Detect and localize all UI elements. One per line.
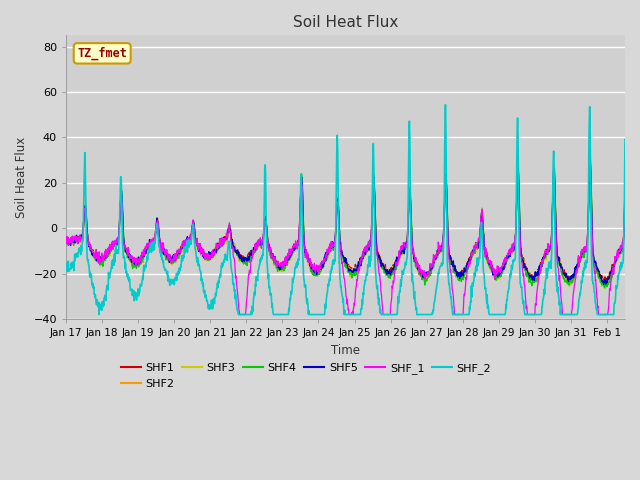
Line: SHF3: SHF3 [66, 156, 625, 288]
SHF5 [74, 237, 81, 242]
SHF3 [562, 279, 570, 285]
SHF4 [321, 256, 328, 262]
SHF_2 [388, 312, 396, 317]
Legend: SHF1, SHF2, SHF3, SHF4, SHF5, SHF_1, SHF_2: SHF1, SHF2, SHF3, SHF4, SHF5, SHF_1, SHF… [116, 359, 495, 393]
SHF3 [321, 255, 328, 261]
SHF2 [562, 275, 570, 281]
SHF1 [411, 255, 419, 261]
SHF4 [62, 238, 70, 244]
SHF1 [621, 187, 629, 192]
SHF3 [127, 258, 134, 264]
SHF_2 [442, 102, 449, 108]
SHF2 [621, 192, 629, 197]
Line: SHF_1: SHF_1 [66, 156, 625, 314]
SHF3 [411, 258, 419, 264]
Line: SHF_2: SHF_2 [66, 105, 625, 314]
SHF_1 [388, 283, 396, 288]
SHF1 [62, 240, 70, 245]
SHF3 [586, 153, 594, 159]
SHF_1 [412, 258, 419, 264]
SHF4 [562, 278, 570, 284]
SHF5 [127, 257, 134, 263]
SHF3 [62, 238, 70, 243]
SHF4 [621, 190, 629, 196]
SHF_2 [412, 301, 419, 307]
SHF2 [586, 158, 594, 164]
SHF2 [127, 254, 134, 260]
SHF_2 [127, 287, 135, 292]
SHF_2 [95, 312, 103, 317]
SHF_2 [74, 254, 81, 260]
SHF5 [411, 256, 419, 262]
SHF_1 [74, 241, 81, 247]
Line: SHF4: SHF4 [66, 151, 625, 288]
SHF2 [62, 237, 70, 242]
SHF5 [62, 235, 70, 241]
SHF2 [388, 267, 396, 273]
SHF3 [621, 193, 629, 199]
SHF5 [388, 269, 396, 275]
SHF4 [388, 271, 396, 276]
SHF1 [388, 267, 396, 273]
SHF2 [602, 283, 610, 288]
SHF2 [321, 258, 328, 264]
SHF1 [603, 279, 611, 285]
SHF_1 [62, 240, 70, 245]
SHF5 [321, 254, 328, 260]
SHF2 [74, 237, 81, 242]
SHF5 [562, 273, 570, 278]
SHF3 [601, 286, 609, 291]
SHF5 [621, 187, 629, 192]
SHF1 [321, 256, 328, 262]
SHF4 [586, 148, 594, 154]
SHF1 [74, 240, 81, 246]
SHF3 [74, 237, 81, 242]
Y-axis label: Soil Heat Flux: Soil Heat Flux [15, 137, 28, 218]
Title: Soil Heat Flux: Soil Heat Flux [293, 15, 398, 30]
SHF3 [388, 270, 396, 276]
SHF_1 [321, 259, 329, 265]
SHF_2 [321, 309, 329, 315]
SHF1 [586, 153, 594, 159]
Line: SHF2: SHF2 [66, 161, 625, 286]
SHF_2 [62, 264, 70, 270]
SHF1 [562, 273, 570, 279]
SHF_1 [586, 153, 594, 158]
SHF2 [411, 258, 419, 264]
SHF5 [586, 156, 594, 162]
SHF4 [411, 257, 419, 263]
Text: TZ_fmet: TZ_fmet [77, 47, 127, 60]
SHF_1 [563, 312, 570, 317]
SHF1 [127, 256, 134, 262]
SHF_1 [621, 189, 629, 195]
SHF_2 [563, 312, 571, 317]
SHF4 [127, 257, 134, 263]
SHF_1 [127, 255, 134, 261]
SHF_1 [236, 312, 243, 317]
SHF5 [600, 281, 607, 287]
Line: SHF5: SHF5 [66, 159, 625, 284]
SHF_2 [621, 136, 629, 142]
Line: SHF1: SHF1 [66, 156, 625, 282]
X-axis label: Time: Time [331, 344, 360, 357]
SHF4 [600, 285, 608, 291]
SHF4 [74, 240, 81, 246]
